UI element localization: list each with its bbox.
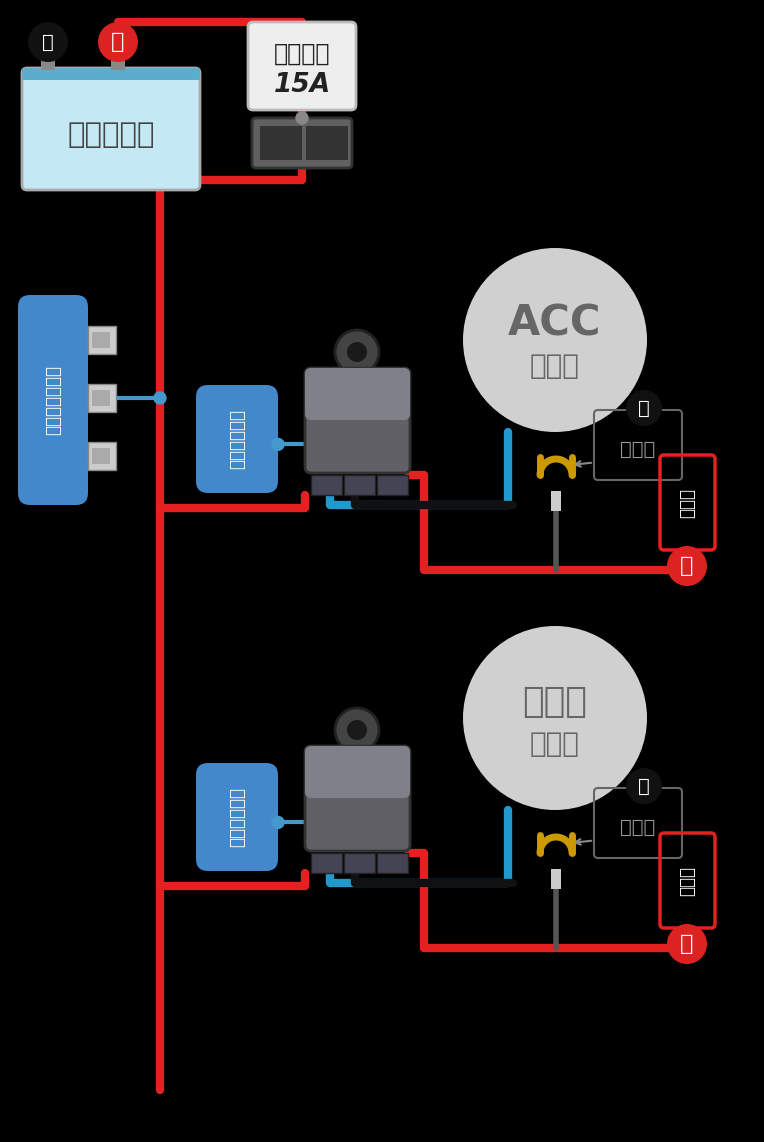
Bar <box>311 475 342 494</box>
Circle shape <box>667 546 707 586</box>
Bar <box>344 475 375 494</box>
Bar <box>551 869 561 888</box>
Bar <box>92 448 110 464</box>
Circle shape <box>98 22 138 62</box>
Text: 分岐用ハーネス: 分岐用ハーネス <box>44 365 62 435</box>
Text: ヒューズ: ヒューズ <box>274 41 330 66</box>
Text: －: － <box>638 777 650 796</box>
Circle shape <box>272 817 284 828</box>
Text: 15A: 15A <box>274 72 331 98</box>
Text: －: － <box>638 399 650 418</box>
Circle shape <box>28 22 68 62</box>
Circle shape <box>626 769 662 804</box>
Text: アース: アース <box>620 440 656 458</box>
Circle shape <box>335 708 379 751</box>
Text: イルミ: イルミ <box>523 685 588 719</box>
Text: ACC: ACC <box>508 303 602 345</box>
FancyBboxPatch shape <box>305 368 410 473</box>
FancyBboxPatch shape <box>305 746 410 851</box>
Circle shape <box>626 391 662 426</box>
FancyBboxPatch shape <box>22 69 200 190</box>
Bar <box>344 853 375 872</box>
Circle shape <box>154 392 166 404</box>
Bar <box>551 491 561 510</box>
Bar <box>88 325 116 354</box>
Bar <box>111 50 125 70</box>
Bar <box>311 853 342 872</box>
Bar <box>92 332 110 348</box>
Bar <box>260 126 302 160</box>
Text: 電源へ: 電源へ <box>530 352 580 380</box>
FancyBboxPatch shape <box>18 295 88 505</box>
Bar <box>377 475 408 494</box>
Bar <box>41 50 55 70</box>
Text: リレーキット: リレーキット <box>228 409 246 469</box>
Text: ＋: ＋ <box>112 32 125 53</box>
Bar <box>377 853 408 872</box>
Circle shape <box>296 112 308 124</box>
Text: バッテリー: バッテリー <box>67 121 155 148</box>
Text: アース: アース <box>620 818 656 836</box>
FancyBboxPatch shape <box>252 118 352 168</box>
FancyBboxPatch shape <box>196 763 278 871</box>
Circle shape <box>463 248 647 432</box>
Text: －: － <box>42 32 54 51</box>
Bar <box>88 442 116 471</box>
Text: 電装品: 電装品 <box>678 866 697 895</box>
Circle shape <box>347 341 367 362</box>
Bar <box>92 391 110 407</box>
FancyBboxPatch shape <box>22 69 200 80</box>
Text: ＋: ＋ <box>680 934 694 954</box>
Text: ＋: ＋ <box>680 556 694 576</box>
Bar <box>88 384 116 412</box>
Bar <box>306 126 348 160</box>
FancyBboxPatch shape <box>305 746 410 798</box>
Text: 電装品: 電装品 <box>678 488 697 517</box>
FancyBboxPatch shape <box>248 22 356 110</box>
FancyBboxPatch shape <box>196 385 278 493</box>
Circle shape <box>667 924 707 964</box>
Text: リレーキット: リレーキット <box>228 787 246 847</box>
FancyBboxPatch shape <box>305 368 410 420</box>
Circle shape <box>347 719 367 740</box>
Circle shape <box>463 626 647 810</box>
Text: 電源へ: 電源へ <box>530 730 580 758</box>
Circle shape <box>272 439 284 450</box>
Circle shape <box>335 330 379 373</box>
